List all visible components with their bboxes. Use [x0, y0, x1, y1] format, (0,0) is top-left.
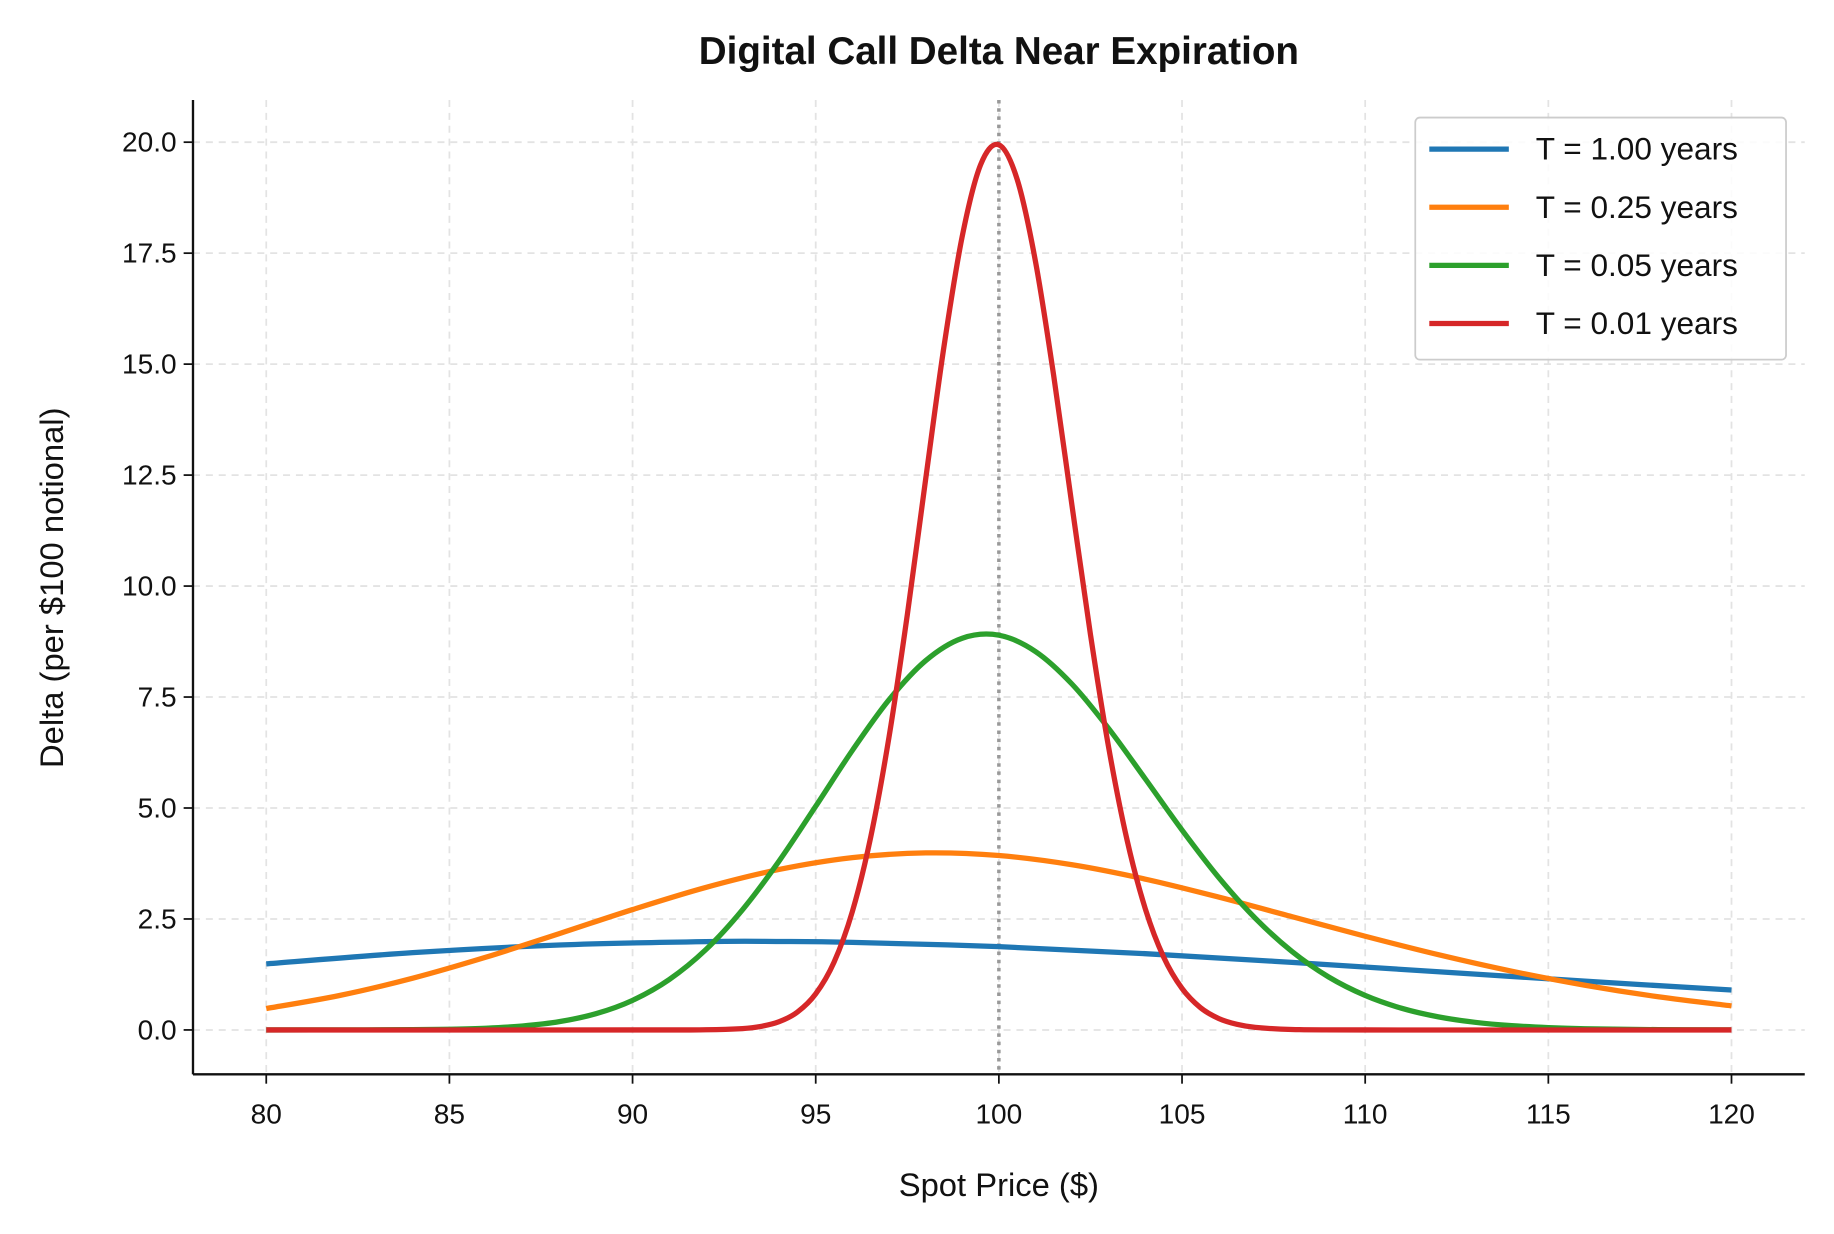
y-tick-label: 0.0: [138, 1014, 177, 1045]
series-line-1: [265, 850, 1732, 1012]
series-group: [265, 141, 1732, 1033]
x-axis-label: Spot Price ($): [899, 1166, 1099, 1203]
y-tick-label: 15.0: [122, 348, 177, 379]
series-line-2: [266, 631, 1732, 1033]
x-tick-label: 90: [617, 1098, 648, 1129]
x-tick-label: 100: [975, 1098, 1022, 1129]
legend-label: T = 0.05 years: [1536, 247, 1738, 283]
x-tick-label: 85: [434, 1098, 465, 1129]
legend: T = 1.00 years T = 0.25 years T = 0.05 yea…: [1414, 116, 1787, 361]
chart-title: Digital Call Delta Near Expiration: [699, 30, 1299, 73]
legend-label: T = 1.00 years: [1536, 131, 1738, 167]
legend-label: T = 0.01 years: [1536, 305, 1738, 341]
x-tick-label: 80: [251, 1098, 282, 1129]
x-tick-label: 95: [800, 1098, 831, 1129]
x-tick-label: 110: [1343, 1098, 1388, 1129]
legend-label: T = 0.25 years: [1536, 189, 1738, 225]
x-tick-label: 105: [1159, 1098, 1206, 1129]
y-tick-label: 10.0: [122, 570, 177, 601]
y-tick-label: 2.5: [138, 903, 177, 934]
y-tick-label: 20.0: [122, 127, 177, 158]
y-axis-label: Delta (per $100 notional): [33, 408, 70, 768]
y-tick-label: 7.5: [138, 681, 177, 712]
y-tick-label: 12.5: [122, 459, 177, 490]
y-tick-label: 17.5: [122, 238, 177, 269]
y-tick-label: 5.0: [138, 792, 177, 823]
legend-box: [1414, 116, 1787, 361]
y-ticks: 0.0 2.5 5.0 7.5 10.0 12.5 15.0 17.5 20.0: [122, 127, 193, 1045]
x-tick-label: 120: [1708, 1098, 1755, 1129]
x-tick-label: 115: [1526, 1098, 1571, 1129]
x-ticks: 80 85 90 95 100 105 110 115 120: [251, 1074, 1755, 1129]
series-line-3: [266, 141, 1732, 1033]
